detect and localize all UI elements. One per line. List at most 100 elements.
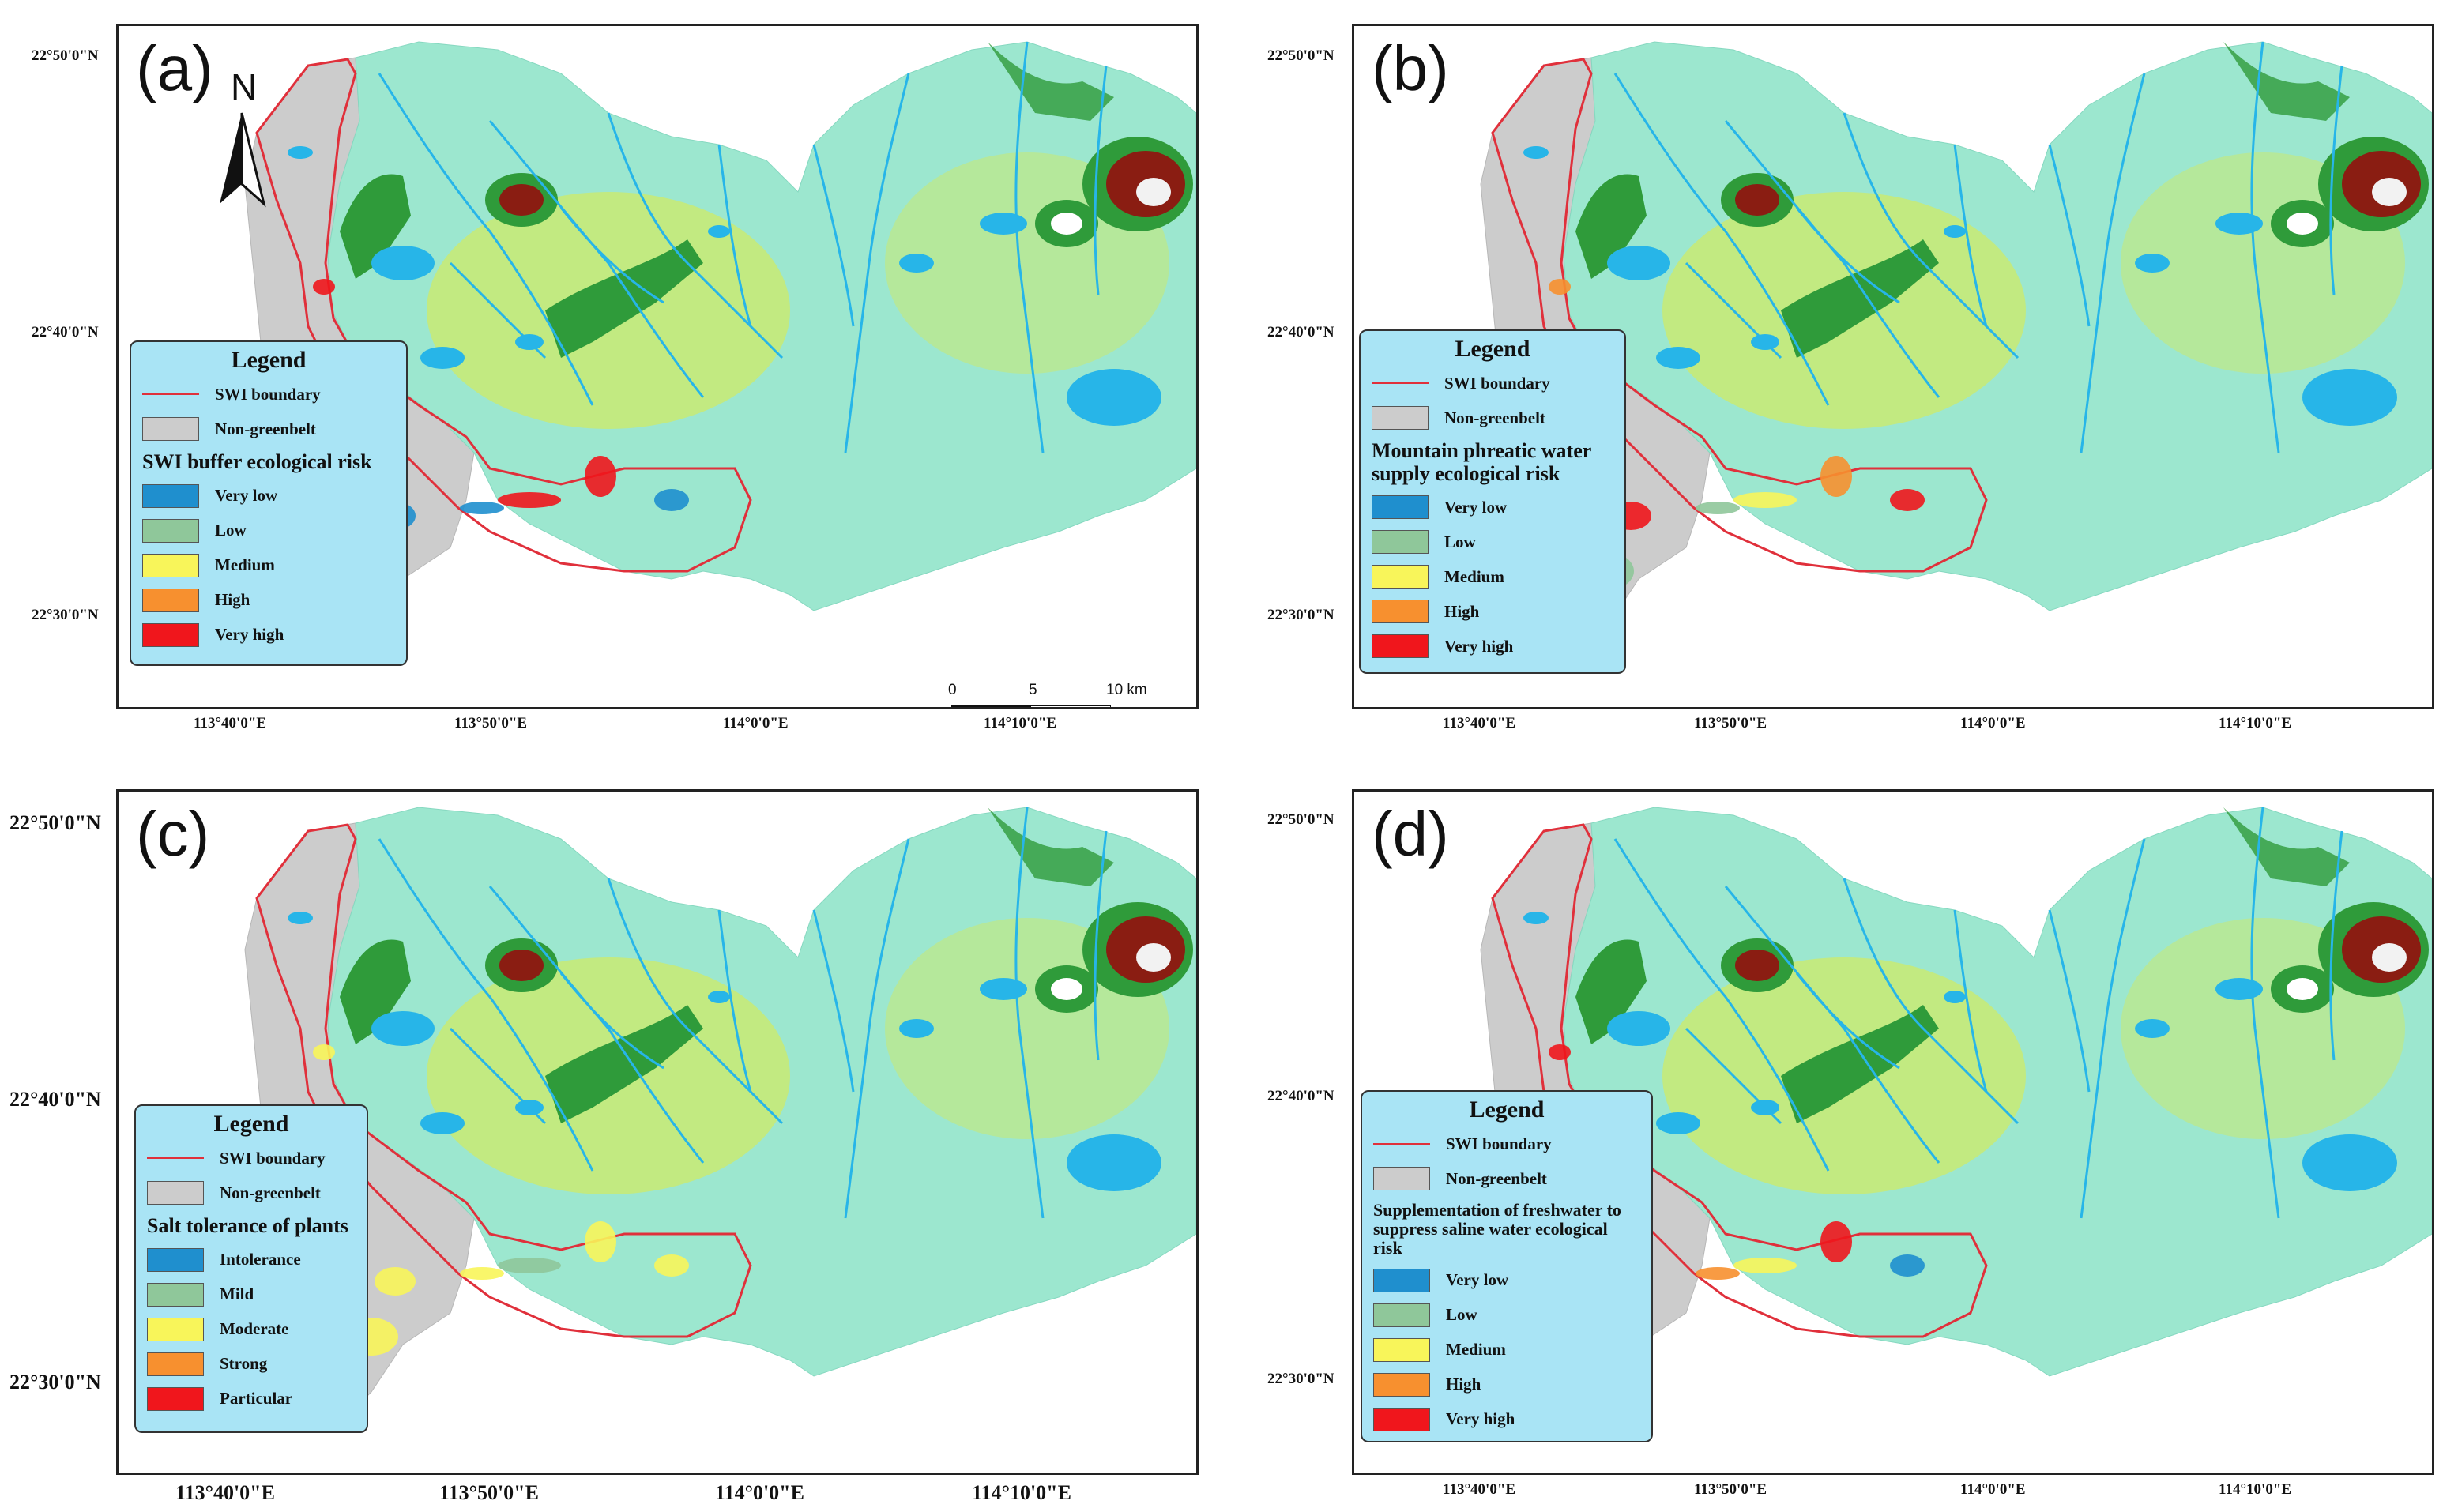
lat-tick-22-30: 22°30'0"N bbox=[1267, 1371, 1334, 1387]
risk-patch bbox=[1820, 1221, 1852, 1262]
legend-row-boundary: SWI boundary bbox=[147, 1141, 356, 1175]
legend-row-boundary: SWI boundary bbox=[1373, 1126, 1640, 1161]
risk-patch bbox=[313, 1044, 335, 1060]
river bbox=[1843, 112, 2020, 359]
ridge bbox=[1781, 1005, 1939, 1123]
legend-row-boundary: SWI boundary bbox=[142, 377, 395, 412]
mountain-summit bbox=[1051, 978, 1082, 1000]
reservoir bbox=[1751, 334, 1779, 350]
reservoir bbox=[288, 146, 313, 159]
legend-heading: SWI buffer ecological risk bbox=[142, 450, 372, 473]
lon-tick-113-40: 113°40'0"E bbox=[175, 1481, 275, 1504]
river bbox=[607, 878, 784, 1125]
swatch-intolerance bbox=[147, 1247, 204, 1272]
legend-label: Non-greenbelt bbox=[1444, 408, 1545, 427]
river bbox=[1724, 120, 1940, 398]
swatch-very-low bbox=[1373, 1268, 1430, 1292]
lat-tick-22-40: 22°40'0"N bbox=[1267, 324, 1334, 340]
mountain-peak bbox=[1735, 950, 1779, 981]
reservoir bbox=[980, 213, 1027, 235]
lon-tick-114-10: 114°10'0"E bbox=[984, 715, 1057, 732]
lon-tick-113-40: 113°40'0"E bbox=[1443, 715, 1516, 732]
reservoir bbox=[515, 1100, 544, 1115]
panel-label: (a) bbox=[136, 33, 213, 103]
reservoir bbox=[1944, 991, 1966, 1003]
legend-label: Strong bbox=[220, 1354, 268, 1374]
swatch-very-low bbox=[1372, 495, 1429, 520]
reservoir bbox=[1607, 1011, 1670, 1046]
ridge bbox=[1575, 174, 1647, 279]
mountain-summit bbox=[1136, 178, 1171, 206]
river bbox=[844, 73, 910, 453]
legend-label: Medium bbox=[215, 555, 275, 575]
risk-patch bbox=[654, 489, 689, 511]
mountain-peak bbox=[1735, 184, 1779, 216]
swatch-very-high bbox=[142, 622, 199, 647]
legend-label: Non-greenbelt bbox=[220, 1183, 321, 1202]
river bbox=[378, 73, 594, 406]
map-frame: (c) Legend SWI boundary Non-greenbelt Sa… bbox=[116, 789, 1199, 1475]
river bbox=[559, 207, 664, 304]
legend-label: Non-greenbelt bbox=[215, 419, 316, 438]
river bbox=[559, 972, 664, 1070]
risk-patch bbox=[313, 279, 335, 295]
reservoir bbox=[2215, 978, 2263, 1000]
ridge bbox=[2223, 807, 2350, 886]
reservoir bbox=[1656, 1112, 1700, 1134]
risk-patch bbox=[1733, 492, 1797, 508]
lat-tick-22-40: 22°40'0"N bbox=[1267, 1088, 1334, 1104]
ridge bbox=[340, 939, 411, 1044]
legend-row-class-2: Low bbox=[1372, 525, 1613, 559]
risk-patch bbox=[460, 1267, 504, 1280]
risk-patch bbox=[654, 1254, 689, 1277]
swatch-very-high bbox=[1373, 1407, 1430, 1431]
risk-patch bbox=[1696, 502, 1740, 514]
legend-row-class-3: Medium bbox=[1372, 559, 1613, 594]
map-frame: (a) N 0 5 10 km Legend SWI boundary Non-… bbox=[116, 24, 1199, 709]
lat-tick-22-50: 22°50'0"N bbox=[1267, 811, 1334, 828]
river bbox=[844, 838, 910, 1219]
scale-tick-5: 5 bbox=[1029, 682, 1037, 698]
mountain-summit bbox=[1136, 943, 1171, 972]
legend-row-class-3: Medium bbox=[1373, 1333, 1640, 1367]
reservoir bbox=[1656, 347, 1700, 369]
legend-title: Legend bbox=[1469, 1096, 1545, 1123]
lon-tick-113-50: 113°50'0"E bbox=[1694, 1481, 1767, 1498]
reservoir bbox=[1067, 1134, 1161, 1191]
scale-tick-0: 0 bbox=[948, 682, 957, 698]
river bbox=[2080, 838, 2146, 1219]
lon-tick-114-10: 114°10'0"E bbox=[2219, 715, 2292, 732]
legend-label: SWI boundary bbox=[220, 1148, 326, 1168]
ridge bbox=[1575, 939, 1647, 1044]
legend-label: Very low bbox=[1446, 1270, 1509, 1290]
swatch-high bbox=[1372, 600, 1429, 624]
river bbox=[1795, 972, 1900, 1070]
river bbox=[378, 838, 594, 1172]
scale-tick-10: 10 km bbox=[1106, 682, 1147, 698]
legend-label: Medium bbox=[1444, 566, 1504, 586]
reservoir bbox=[420, 1112, 465, 1134]
swatch-very-low bbox=[142, 483, 199, 508]
risk-patch bbox=[1890, 489, 1925, 511]
legend-row-class-5: Particular bbox=[147, 1382, 356, 1416]
legend-label: Low bbox=[215, 521, 247, 540]
ridge bbox=[545, 1005, 703, 1123]
reservoir bbox=[515, 334, 544, 350]
map-panel-a: 22°50'0"N 22°40'0"N 22°30'0"N (a) N 0 5 … bbox=[0, 0, 1222, 756]
legend-title: Legend bbox=[231, 347, 307, 373]
legend-row-class-2: Low bbox=[1373, 1298, 1640, 1333]
mountain-summit bbox=[2372, 178, 2407, 206]
lon-tick-114-00: 114°0'0"E bbox=[723, 715, 789, 732]
legend-label: Medium bbox=[1446, 1340, 1506, 1360]
swatch-particular bbox=[147, 1386, 204, 1411]
legend-row-class-5: Very high bbox=[142, 618, 395, 653]
boundary-line-swatch bbox=[1372, 371, 1429, 395]
river bbox=[2329, 830, 2343, 1061]
legend-row-class-2: Low bbox=[142, 513, 395, 548]
legend-label: SWI boundary bbox=[1444, 373, 1550, 393]
legend-label: High bbox=[215, 590, 250, 610]
lat-tick-22-30: 22°30'0"N bbox=[9, 1371, 101, 1394]
legend-label: Moderate bbox=[220, 1319, 289, 1339]
risk-patch bbox=[585, 1221, 616, 1262]
terrain-map bbox=[119, 26, 1196, 707]
